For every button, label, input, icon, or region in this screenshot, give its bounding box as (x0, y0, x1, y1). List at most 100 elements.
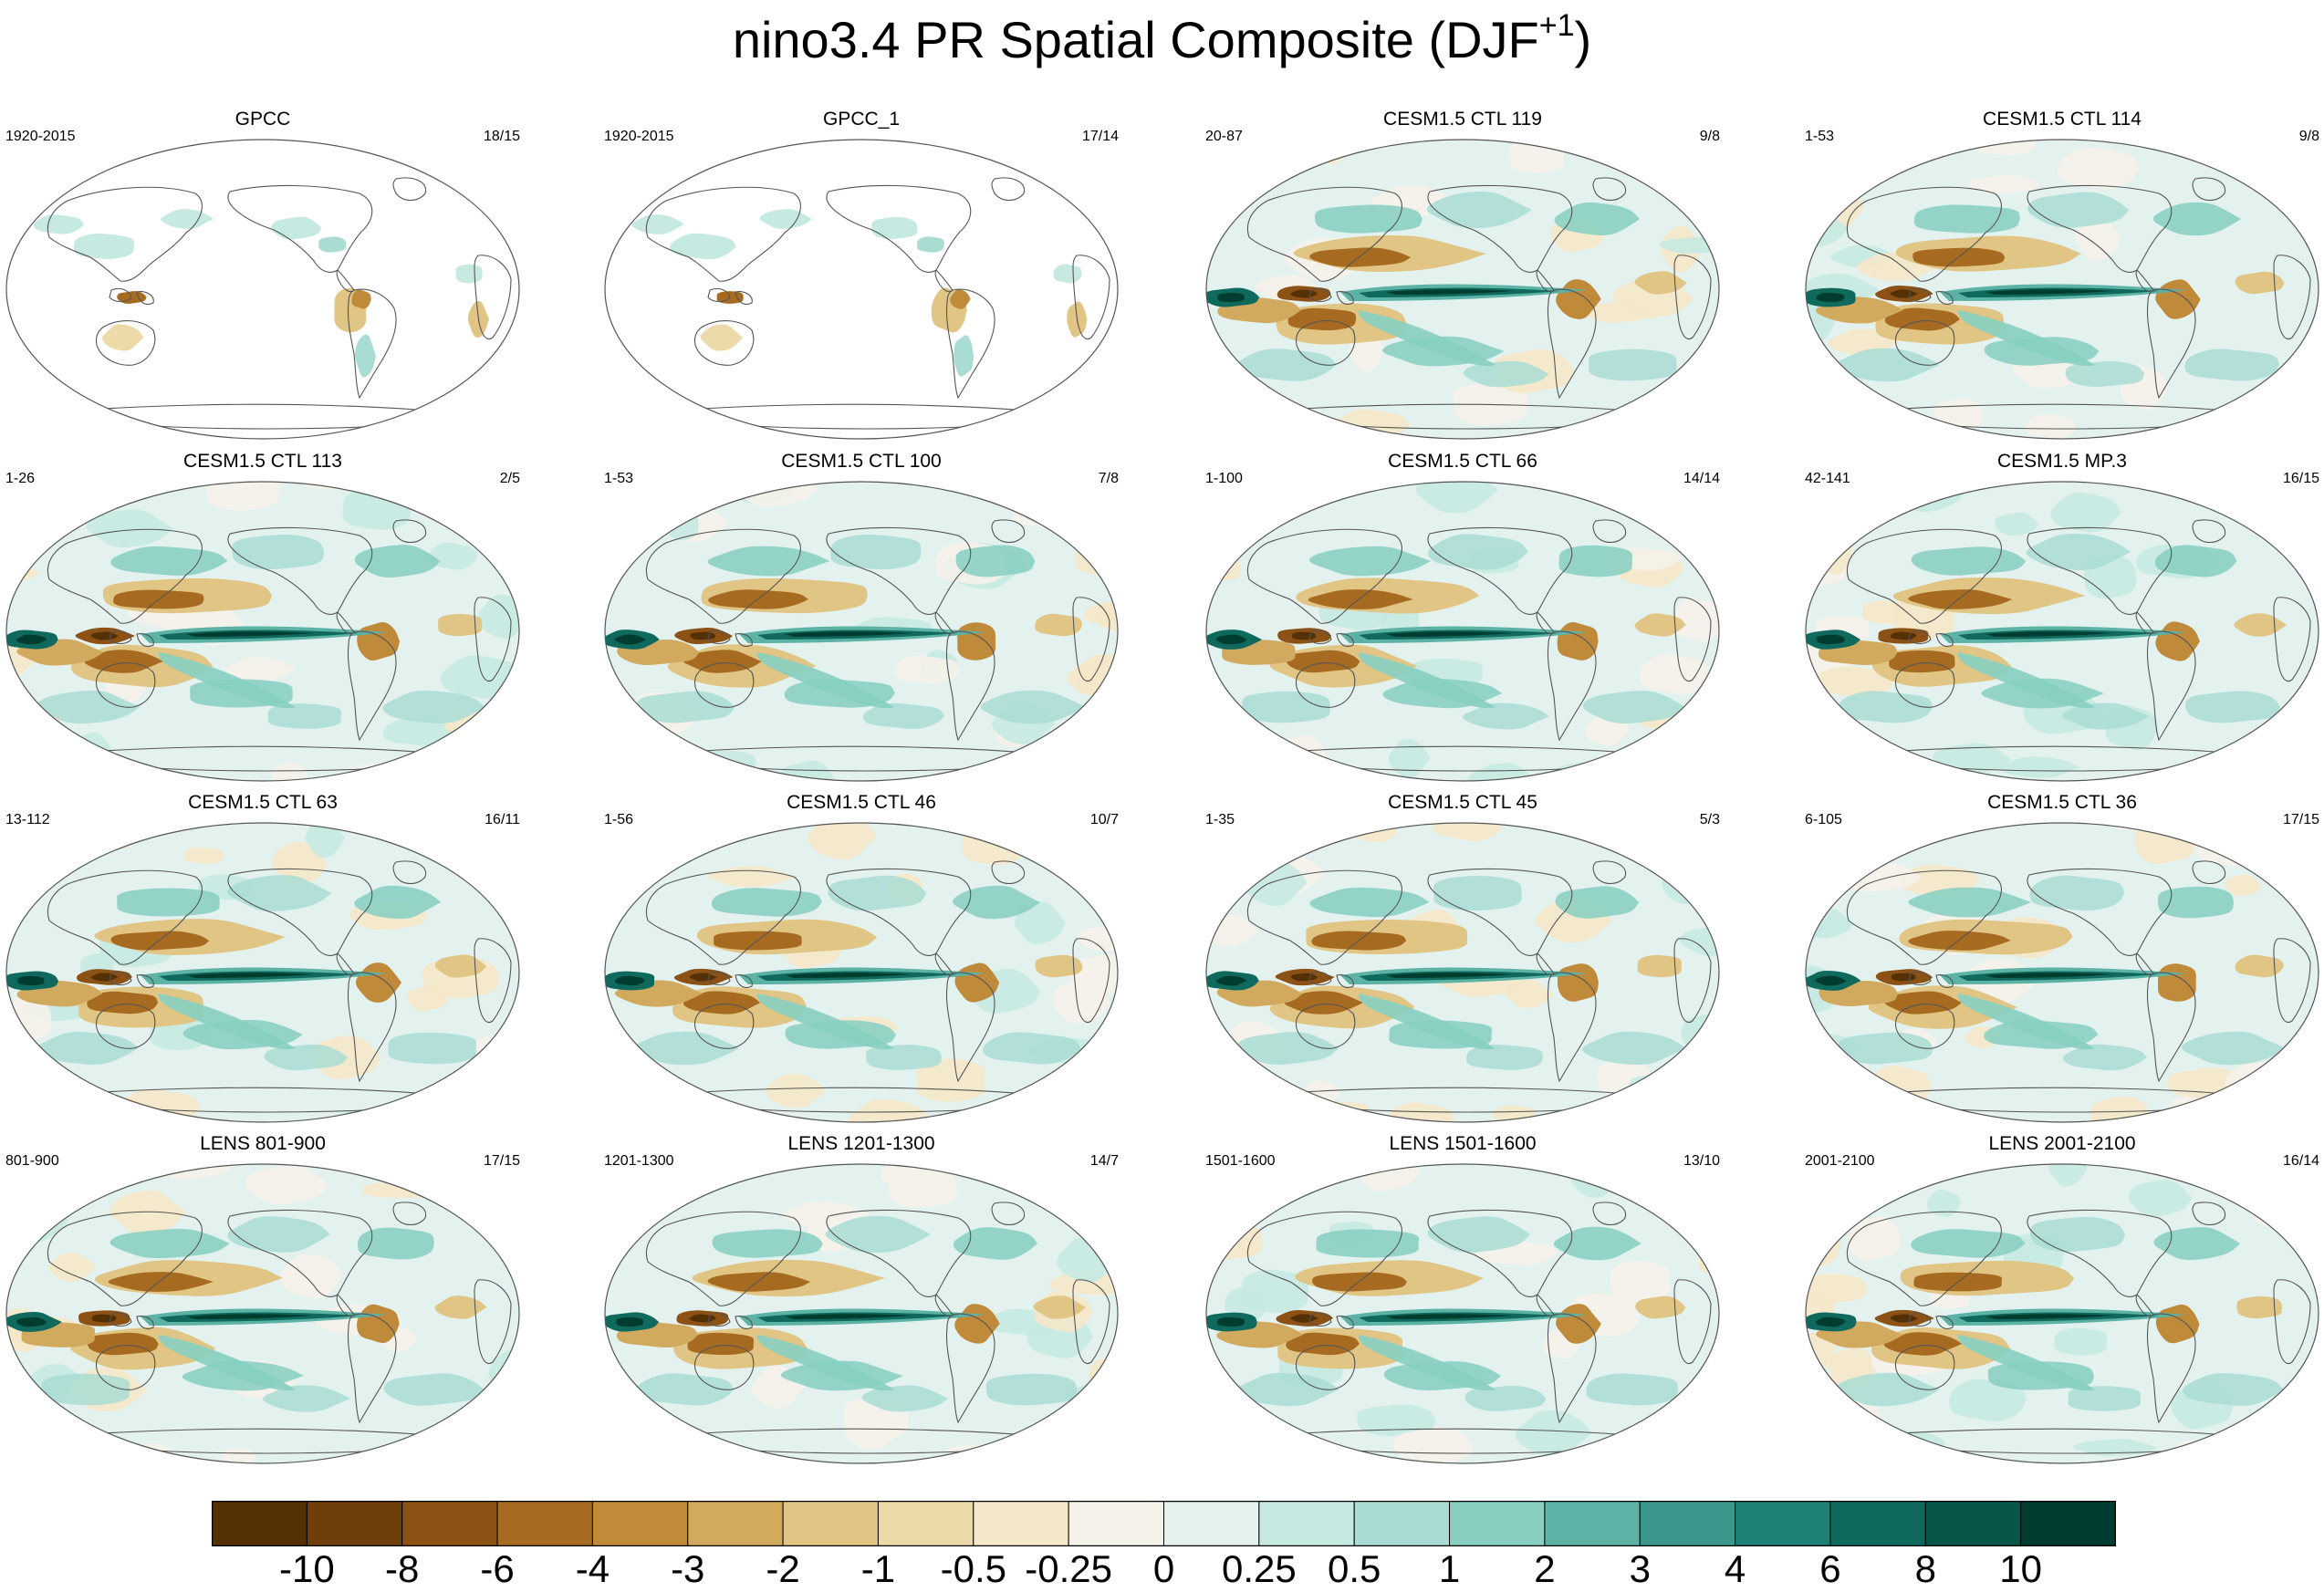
panel-title: LENS 1501-1600 (1389, 1133, 1537, 1154)
title-closing: ) (1574, 11, 1592, 68)
colorbar-swatch (1829, 1501, 1926, 1546)
map-panel: CESM1.5 CTL 113 1-26 2/5 (4, 450, 522, 787)
panel-period: 2001-2100 (1805, 1153, 1875, 1169)
map-panel: GPCC_1 1920-2015 17/14 (602, 108, 1120, 445)
world-map (604, 481, 1119, 782)
map-panel: CESM1.5 CTL 114 1-53 9/8 (1803, 108, 2321, 445)
world-map (604, 1163, 1119, 1464)
colorbar-swatch (2020, 1501, 2116, 1546)
colorbar-swatch (782, 1501, 879, 1546)
colorbar-tick-label: -0.25 (1025, 1547, 1113, 1590)
panel-period: 1920-2015 (5, 129, 76, 144)
map-panel: CESM1.5 MP.3 42-141 16/15 (1803, 450, 2321, 787)
colorbar-tick-label: 0.5 (1327, 1547, 1381, 1590)
colorbar-swatch (496, 1501, 593, 1546)
panel-event-count: 14/7 (1089, 1153, 1119, 1169)
colorbar (212, 1501, 2116, 1546)
colorbar-tick-label: -4 (575, 1547, 610, 1590)
panel-event-count: 18/15 (483, 129, 520, 144)
colorbar-tick-label: 4 (1724, 1547, 1746, 1590)
panel-title: CESM1.5 CTL 119 (1383, 109, 1542, 130)
panel-period: 1-56 (604, 812, 634, 827)
colorbar-tick-label: 1 (1438, 1547, 1461, 1590)
panel-event-count: 9/8 (2298, 129, 2319, 144)
colorbar-tick-label: 3 (1629, 1547, 1651, 1590)
panel-event-count: 10/7 (1089, 812, 1119, 827)
colorbar-swatch (973, 1501, 1069, 1546)
colorbar-swatch (1924, 1501, 2022, 1546)
colorbar-tick-label: -1 (860, 1547, 896, 1590)
world-map (5, 139, 520, 440)
panel-period: 1-53 (604, 471, 634, 486)
panel-title: GPCC (234, 109, 291, 130)
world-map (604, 139, 1119, 440)
colorbar-tick-label: 0.25 (1221, 1547, 1297, 1590)
panel-title: CESM1.5 CTL 66 (1388, 451, 1537, 472)
map-panel: GPCC 1920-2015 18/15 (4, 108, 522, 445)
world-map (1805, 822, 2319, 1123)
panel-period: 801-900 (5, 1153, 59, 1169)
colorbar-tick-label: 6 (1819, 1547, 1841, 1590)
world-map (1205, 1163, 1720, 1464)
panel-event-count: 7/8 (1098, 471, 1119, 486)
colorbar-tick-label: 10 (1999, 1547, 2042, 1590)
colorbar-swatch (1258, 1501, 1355, 1546)
panel-title: LENS 801-900 (200, 1133, 326, 1154)
panel-title: CESM1.5 CTL 46 (787, 792, 936, 813)
world-map (5, 1163, 520, 1464)
panel-title: CESM1.5 CTL 36 (1987, 792, 2137, 813)
map-panel: LENS 1201-1300 1201-1300 14/7 (602, 1132, 1120, 1470)
map-panel: CESM1.5 CTL 46 1-56 10/7 (602, 791, 1120, 1129)
panel-event-count: 16/15 (2282, 471, 2319, 486)
colorbar-swatch (306, 1501, 403, 1546)
colorbar-swatch (877, 1501, 974, 1546)
colorbar-swatch (1353, 1501, 1451, 1546)
colorbar-tick-label: 2 (1534, 1547, 1556, 1590)
world-map (1805, 139, 2319, 440)
panel-period: 13-112 (5, 812, 50, 827)
panel-title: CESM1.5 CTL 113 (183, 451, 342, 472)
panel-event-count: 13/10 (1683, 1153, 1720, 1169)
colorbar-swatch (1735, 1501, 1831, 1546)
title-text: nino3.4 PR Spatial Composite (DJF (732, 11, 1539, 68)
panel-event-count: 14/14 (1683, 471, 1720, 486)
world-map (1205, 481, 1720, 782)
world-map (1205, 822, 1720, 1123)
map-panel: CESM1.5 CTL 36 6-105 17/15 (1803, 791, 2321, 1129)
chart-title: nino3.4 PR Spatial Composite (DJF+1) (0, 7, 2324, 73)
map-panel: CESM1.5 CTL 66 1-100 14/14 (1204, 450, 1722, 787)
world-map (604, 822, 1119, 1123)
panel-event-count: 17/15 (2282, 812, 2319, 827)
panel-event-count: 17/14 (1081, 129, 1119, 144)
colorbar-swatch (1163, 1501, 1260, 1546)
world-map (5, 822, 520, 1123)
panel-title: CESM1.5 CTL 100 (781, 451, 942, 472)
world-map (1205, 139, 1720, 440)
colorbar-tick-label: -10 (278, 1547, 335, 1590)
panel-title: LENS 2001-2100 (1988, 1133, 2136, 1154)
world-map (5, 481, 520, 782)
panel-event-count: 2/5 (499, 471, 520, 486)
panel-event-count: 17/15 (483, 1153, 520, 1169)
colorbar-swatch (687, 1501, 784, 1546)
colorbar-tick-label: -6 (480, 1547, 515, 1590)
map-panel: CESM1.5 CTL 45 1-35 5/3 (1204, 791, 1722, 1129)
map-panel: LENS 2001-2100 2001-2100 16/14 (1803, 1132, 2321, 1470)
panel-period: 6-105 (1805, 812, 1842, 827)
panel-title: LENS 1201-1300 (787, 1133, 935, 1154)
panel-period: 1-53 (1805, 129, 1835, 144)
world-map (1805, 481, 2319, 782)
colorbar-swatch (401, 1501, 498, 1546)
panel-period: 1920-2015 (604, 129, 674, 144)
panel-period: 1-35 (1205, 812, 1235, 827)
panel-event-count: 16/14 (2282, 1153, 2319, 1169)
colorbar-swatch (1068, 1501, 1165, 1546)
panel-period: 1501-1600 (1205, 1153, 1276, 1169)
colorbar-tick-label: -2 (766, 1547, 800, 1590)
map-panel: LENS 1501-1600 1501-1600 13/10 (1204, 1132, 1722, 1470)
colorbar-swatch (1544, 1501, 1641, 1546)
panel-title: CESM1.5 MP.3 (1996, 451, 2127, 472)
panel-title: CESM1.5 CTL 45 (1388, 792, 1537, 813)
map-panel: CESM1.5 CTL 119 20-87 9/8 (1204, 108, 1722, 445)
panel-period: 20-87 (1205, 129, 1243, 144)
